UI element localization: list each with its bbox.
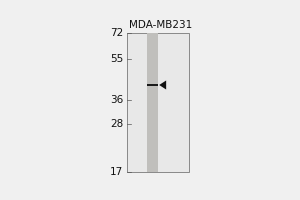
Text: 55: 55 bbox=[110, 54, 124, 64]
Bar bbox=[147, 84, 158, 86]
Text: 72: 72 bbox=[110, 28, 124, 38]
Polygon shape bbox=[159, 80, 166, 89]
Bar bbox=[127, 33, 189, 172]
Text: 17: 17 bbox=[110, 167, 124, 177]
Text: MDA-MB231: MDA-MB231 bbox=[129, 20, 192, 30]
Bar bbox=[147, 33, 158, 172]
Text: 28: 28 bbox=[110, 119, 124, 129]
Text: 36: 36 bbox=[110, 95, 124, 105]
